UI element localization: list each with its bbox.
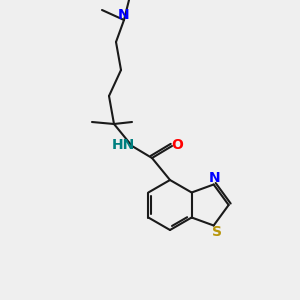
- Text: HN: HN: [111, 138, 135, 152]
- Text: S: S: [212, 226, 222, 239]
- Text: N: N: [209, 170, 220, 184]
- Text: N: N: [118, 8, 130, 22]
- Text: O: O: [171, 138, 183, 152]
